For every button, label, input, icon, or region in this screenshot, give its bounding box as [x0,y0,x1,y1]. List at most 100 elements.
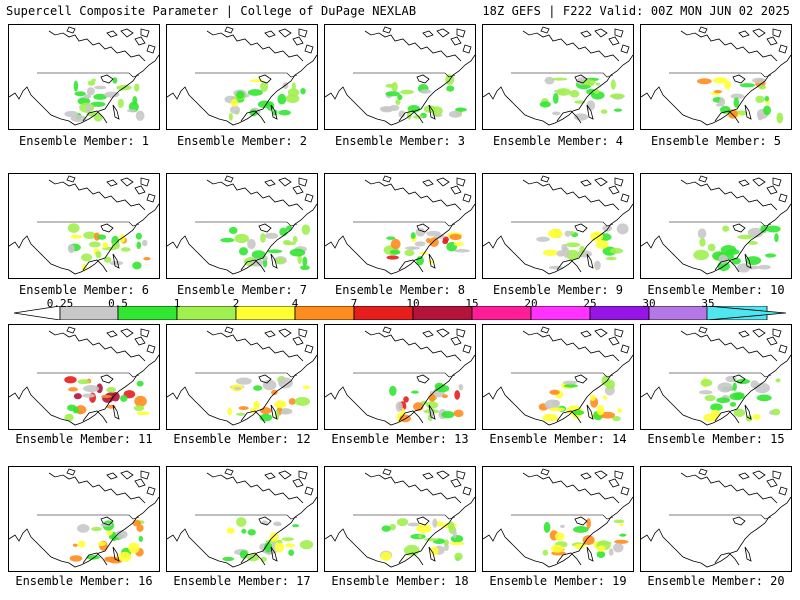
coastline [66,26,76,34]
coastline [540,326,550,334]
coastline [140,28,150,38]
scp-contour [431,106,443,116]
scp-contour [697,78,712,85]
coastline [48,330,146,362]
model-run-info: 18Z GEFS | F222 Valid: 00Z MON JUN 02 20… [482,4,790,18]
scp-contour [596,405,605,416]
coastline [106,330,118,338]
coastline [167,496,317,568]
scp-contour [551,232,564,236]
scp-contour [398,110,406,118]
scp-contour [549,389,560,395]
scp-contour [90,101,106,107]
scp-contour [102,242,109,249]
scp-contour [269,532,279,542]
coastline [82,552,108,566]
scp-contour [67,223,80,233]
coastline [9,203,159,275]
scp-contour [106,530,113,536]
ensemble-map-panel [324,466,476,572]
coastline [264,330,276,338]
colorbar-tick-label: 15 [465,297,479,310]
scp-contour [302,256,308,267]
coastline [100,374,114,384]
scp-contour [435,384,450,393]
coastline [304,193,314,203]
coastline [772,177,782,187]
scp-contour [616,223,629,235]
coastline [140,177,150,187]
scp-contour [454,390,461,400]
scp-contour [733,97,740,108]
coastline [364,330,462,362]
us-canada-border [195,72,298,78]
north-america-map [167,26,317,126]
scp-contour [752,77,766,84]
scp-contour [228,113,233,121]
coastline [620,193,630,203]
scp-contour [448,110,462,118]
ensemble-map-panel [324,324,476,430]
coastline [258,516,272,526]
coastline [140,328,150,338]
ensemble-member-label: Ensemble Member: 2 [176,134,308,148]
scp-contour [432,518,438,528]
us-canada-border [669,221,772,227]
coastline [738,472,750,480]
scp-contour [414,241,426,247]
scp-contour [133,405,145,412]
coastline [462,193,472,203]
scp-contour [560,524,565,528]
north-america-map [641,468,791,568]
scp-contour [239,550,248,559]
scp-contour [286,225,292,231]
scp-contour [380,107,394,113]
scp-contour [390,238,401,250]
scp-contour [241,528,247,534]
ensemble-member-label: Ensemble Member: 8 [334,283,466,297]
ensemble-member-label: Ensemble Member: 15 [647,432,785,446]
scp-contour [597,545,606,552]
coastline [48,30,146,62]
coastline [82,410,108,424]
coastline [224,26,234,34]
coastline [382,468,392,476]
ensemble-member-label: Ensemble Member: 17 [173,574,311,588]
coastline [594,328,608,338]
scp-contour [301,224,311,235]
ensemble-map-panel [482,324,634,430]
coastline [270,253,278,269]
coastline [9,354,159,426]
scp-contour [455,107,467,112]
scp-contour [64,376,77,384]
north-america-map [483,175,633,275]
coastline [106,472,118,480]
scp-contour [730,93,745,100]
scp-contour [458,384,464,391]
scp-contour [771,408,781,416]
coastline [450,36,462,46]
scp-contour [542,249,559,256]
coastline [292,185,304,195]
coastline [428,546,436,562]
coastline [574,516,588,526]
coastline [594,470,608,480]
coastline [112,104,120,120]
scp-contour [449,233,462,241]
coastline [614,328,624,338]
colorbar-tick-label: 0.5 [108,297,128,310]
coastline [580,330,592,338]
coastline [580,472,592,480]
coastline [714,259,740,273]
coastline [540,468,550,476]
coastline [120,470,134,480]
scp-contour [426,230,441,237]
coastline [258,74,272,84]
scp-contour [277,93,287,105]
coastline [540,175,550,183]
scp-contour [109,260,124,266]
north-america-map [9,26,159,126]
scp-contour [76,524,90,533]
coastline [422,472,434,480]
scp-contour [235,377,252,385]
